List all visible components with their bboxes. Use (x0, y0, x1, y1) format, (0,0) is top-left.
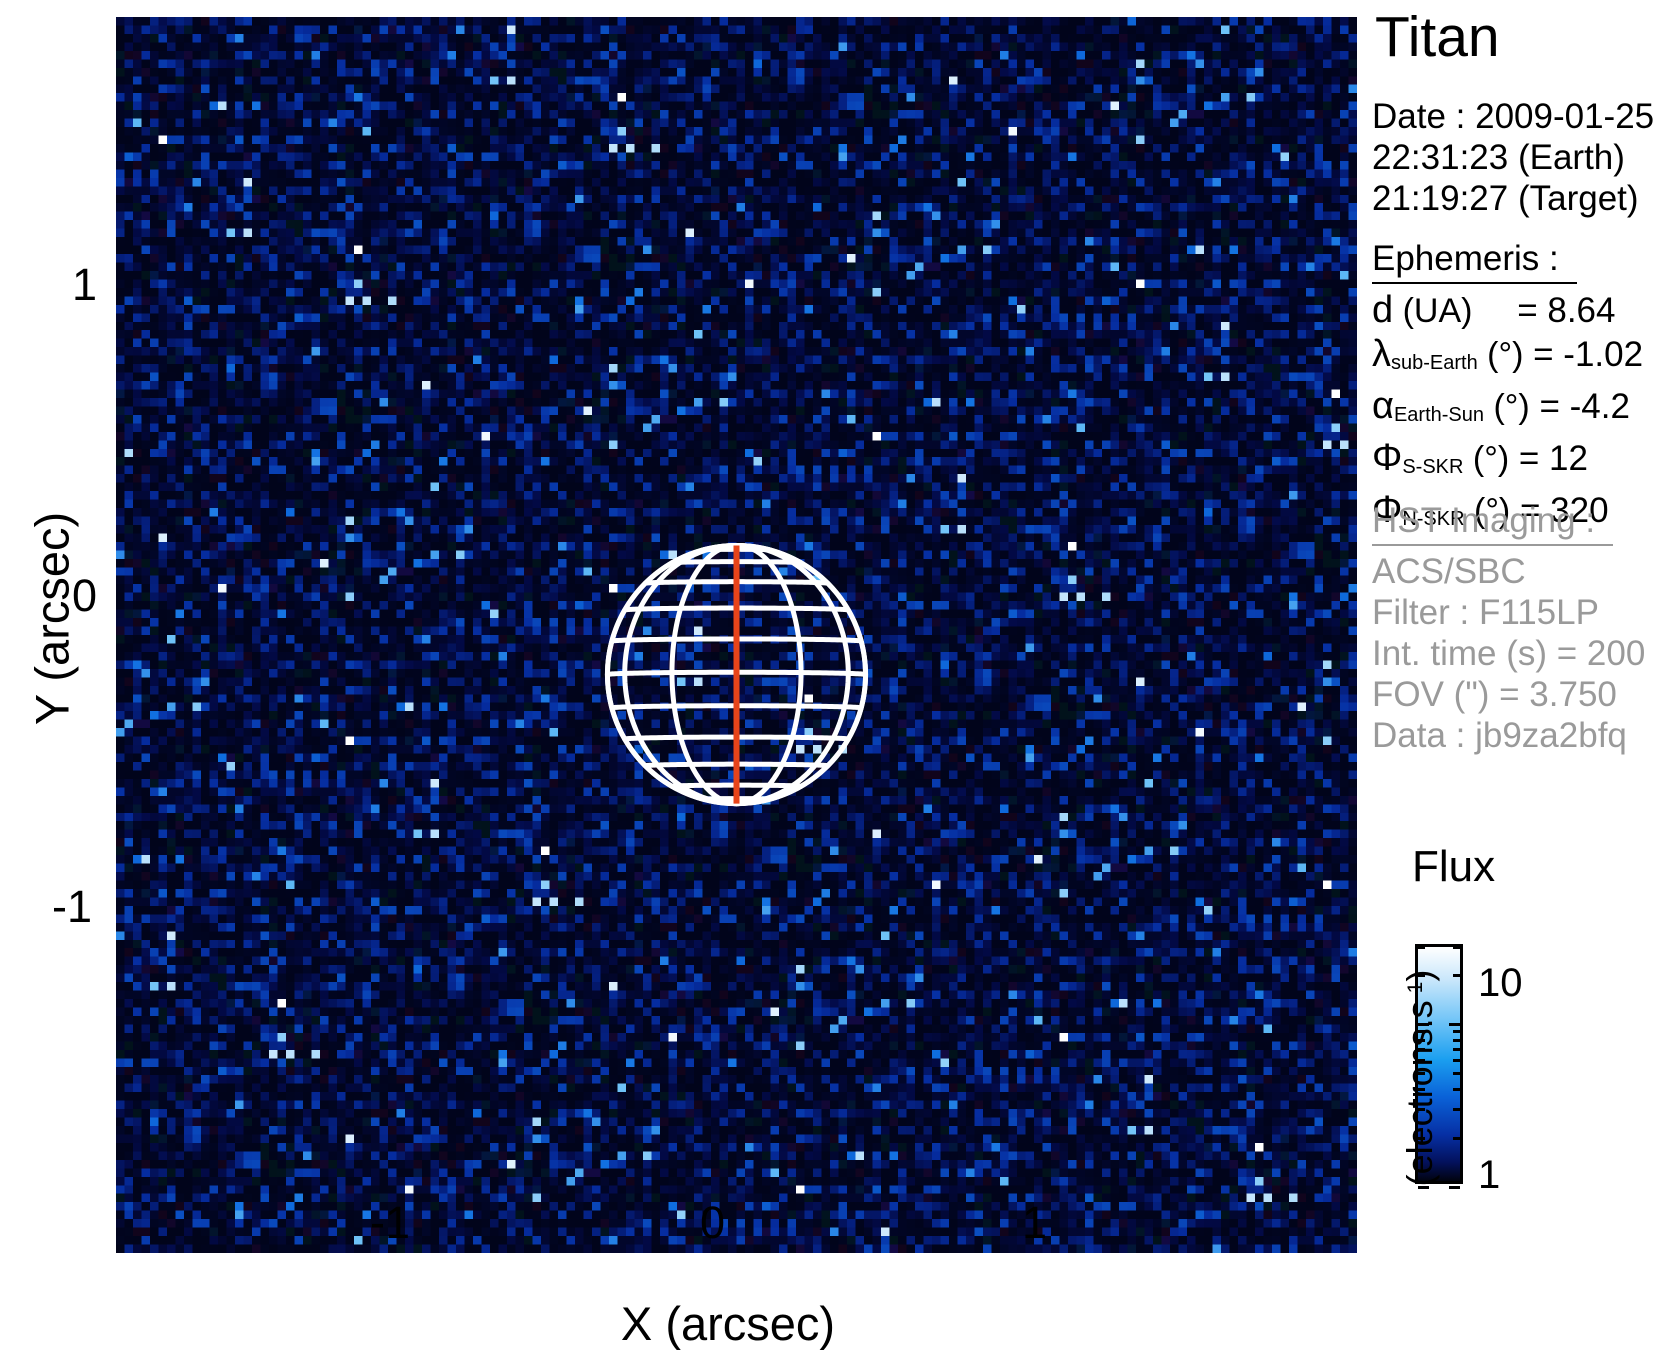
ephemeris-subscript: sub-Earth (1391, 352, 1478, 374)
colorbar-tick (1453, 1059, 1460, 1063)
hst-filter: Filter : F115LP (1372, 593, 1599, 632)
longitude-line (734, 543, 869, 807)
ephemeris-block: Ephemeris : d (UA) = 8.64 λsub-Earth (°) … (1372, 238, 1643, 541)
colorbar-unit-suffix: ) (1399, 969, 1440, 982)
ephemeris-subscript: Earth-Sun (1393, 404, 1485, 426)
colorbar-tick (1418, 1136, 1425, 1140)
longitude-line (604, 543, 739, 807)
ephemeris-unit: (UA) (1393, 292, 1473, 330)
ephemeris-symbol: α (1372, 385, 1394, 427)
colorbar-tick-label-10: 10 (1478, 961, 1523, 1005)
colorbar-tick (1418, 1185, 1429, 1189)
y-tick-label-minus1: -1 (52, 881, 93, 932)
y-tick-label-0: 0 (72, 570, 98, 621)
hst-data-id: Data : jb9za2bfq (1372, 716, 1627, 755)
colorbar-unit-prefix: (electrons.s (1399, 1000, 1440, 1187)
longitude-line (622, 543, 739, 807)
ephemeris-row: αEarth-Sun (°) = -4.2 (1372, 385, 1643, 437)
colorbar-tick (1418, 1071, 1425, 1075)
hst-instrument: ACS/SBC (1372, 552, 1526, 591)
ephemeris-unit: (°) (1463, 440, 1510, 478)
ephemeris-row: ΦN-SKR (°) = 320 (1372, 489, 1643, 541)
colorbar-unit-label: (electrons.s-1) (1399, 913, 1440, 1243)
colorbar-tick (1418, 1038, 1425, 1042)
colorbar-tick (1418, 945, 1425, 949)
ephemeris-subscript: N-SKR (1402, 508, 1465, 530)
colorbar-tick (1453, 1030, 1460, 1034)
observation-date-block: Date : 2009-01-25 22:31:23 (Earth) 21:19… (1372, 96, 1654, 219)
colorbar-tick-label-1: 1 (1478, 1153, 1501, 1197)
longitude-line (734, 543, 804, 807)
longitude-line (734, 543, 851, 807)
ephemeris-unit: (°) (1484, 388, 1530, 426)
colorbar-tick (1453, 1136, 1460, 1140)
y-tick-label-1: 1 (72, 259, 98, 310)
ephemeris-symbol: Φ (1372, 437, 1403, 479)
colorbar-title: Flux (1412, 842, 1496, 891)
colorbar-tick (1449, 1185, 1460, 1189)
flux-colorbar (1415, 944, 1463, 1189)
flux-image-panel (116, 17, 1357, 1253)
y-axis-title: Y (arcsec) (25, 511, 79, 726)
colorbar-tick (1418, 1030, 1425, 1034)
target-name-title: Titan (1375, 5, 1500, 69)
ephemeris-value: = -4.2 (1529, 387, 1630, 426)
colorbar-tick (1453, 974, 1460, 978)
x-axis-title: X (arcsec) (620, 1297, 836, 1350)
colorbar-tick (1418, 1023, 1429, 1027)
ephemeris-unit: (°) (1464, 492, 1511, 530)
ephemeris-row: ΦS-SKR (°) = 12 (1372, 437, 1643, 489)
x-tick-label-0: 0 (700, 1197, 726, 1248)
colorbar-tick (1453, 1087, 1460, 1091)
colorbar-tick (1453, 1038, 1460, 1042)
planet-graticule-overlay (604, 17, 869, 1253)
ephemeris-symbol: λ (1372, 333, 1391, 375)
observation-time-earth: 22:31:23 (Earth) (1372, 138, 1625, 177)
ephemeris-symbol: d (1372, 289, 1394, 331)
observation-time-target: 21:19:27 (Target) (1372, 179, 1639, 218)
x-tick-label-minus1: -1 (370, 1197, 411, 1248)
colorbar-tick (1418, 1087, 1425, 1091)
ephemeris-subscript: S-SKR (1402, 456, 1464, 478)
observation-date: Date : 2009-01-25 (1372, 97, 1655, 136)
hst-imaging-block: HST Imaging : ACS/SBC Filter : F115LP In… (1372, 500, 1645, 756)
ephemeris-rows: d (UA) = 8.64 λsub-Earth (°) = -1.02 αEart… (1372, 289, 1643, 541)
ephemeris-value: = -1.02 (1523, 335, 1644, 374)
x-tick-label-1: 1 (1022, 1197, 1048, 1248)
colorbar-tick (1453, 1048, 1460, 1052)
colorbar-unit-exponent: -1 (1404, 981, 1427, 1001)
ephemeris-value: = 320 (1510, 491, 1609, 530)
ephemeris-row: λsub-Earth (°) = -1.02 (1372, 333, 1643, 385)
colorbar-tick (1453, 1071, 1460, 1075)
hst-fov: FOV (") = 3.750 (1372, 675, 1617, 714)
ephemeris-value: = 8.64 (1472, 291, 1616, 330)
colorbar-tick (1418, 974, 1425, 978)
colorbar-tick (1418, 1048, 1425, 1052)
colorbar-tick (1418, 1059, 1425, 1063)
ephemeris-unit: (°) (1477, 336, 1524, 374)
colorbar-tick (1418, 1107, 1425, 1111)
ephemeris-value: = 12 (1509, 439, 1588, 478)
ephemeris-heading: Ephemeris : (1372, 238, 1577, 284)
longitude-line (669, 543, 739, 807)
colorbar-tick (1453, 945, 1460, 949)
colorbar-tick (1449, 1023, 1460, 1027)
hst-imaging-heading: HST Imaging : (1372, 500, 1614, 546)
hst-int-time: Int. time (s) = 200 (1372, 634, 1646, 673)
ephemeris-row: d (UA) = 8.64 (1372, 289, 1643, 333)
colorbar-tick (1453, 1107, 1460, 1111)
ephemeris-symbol: Φ (1372, 489, 1403, 531)
